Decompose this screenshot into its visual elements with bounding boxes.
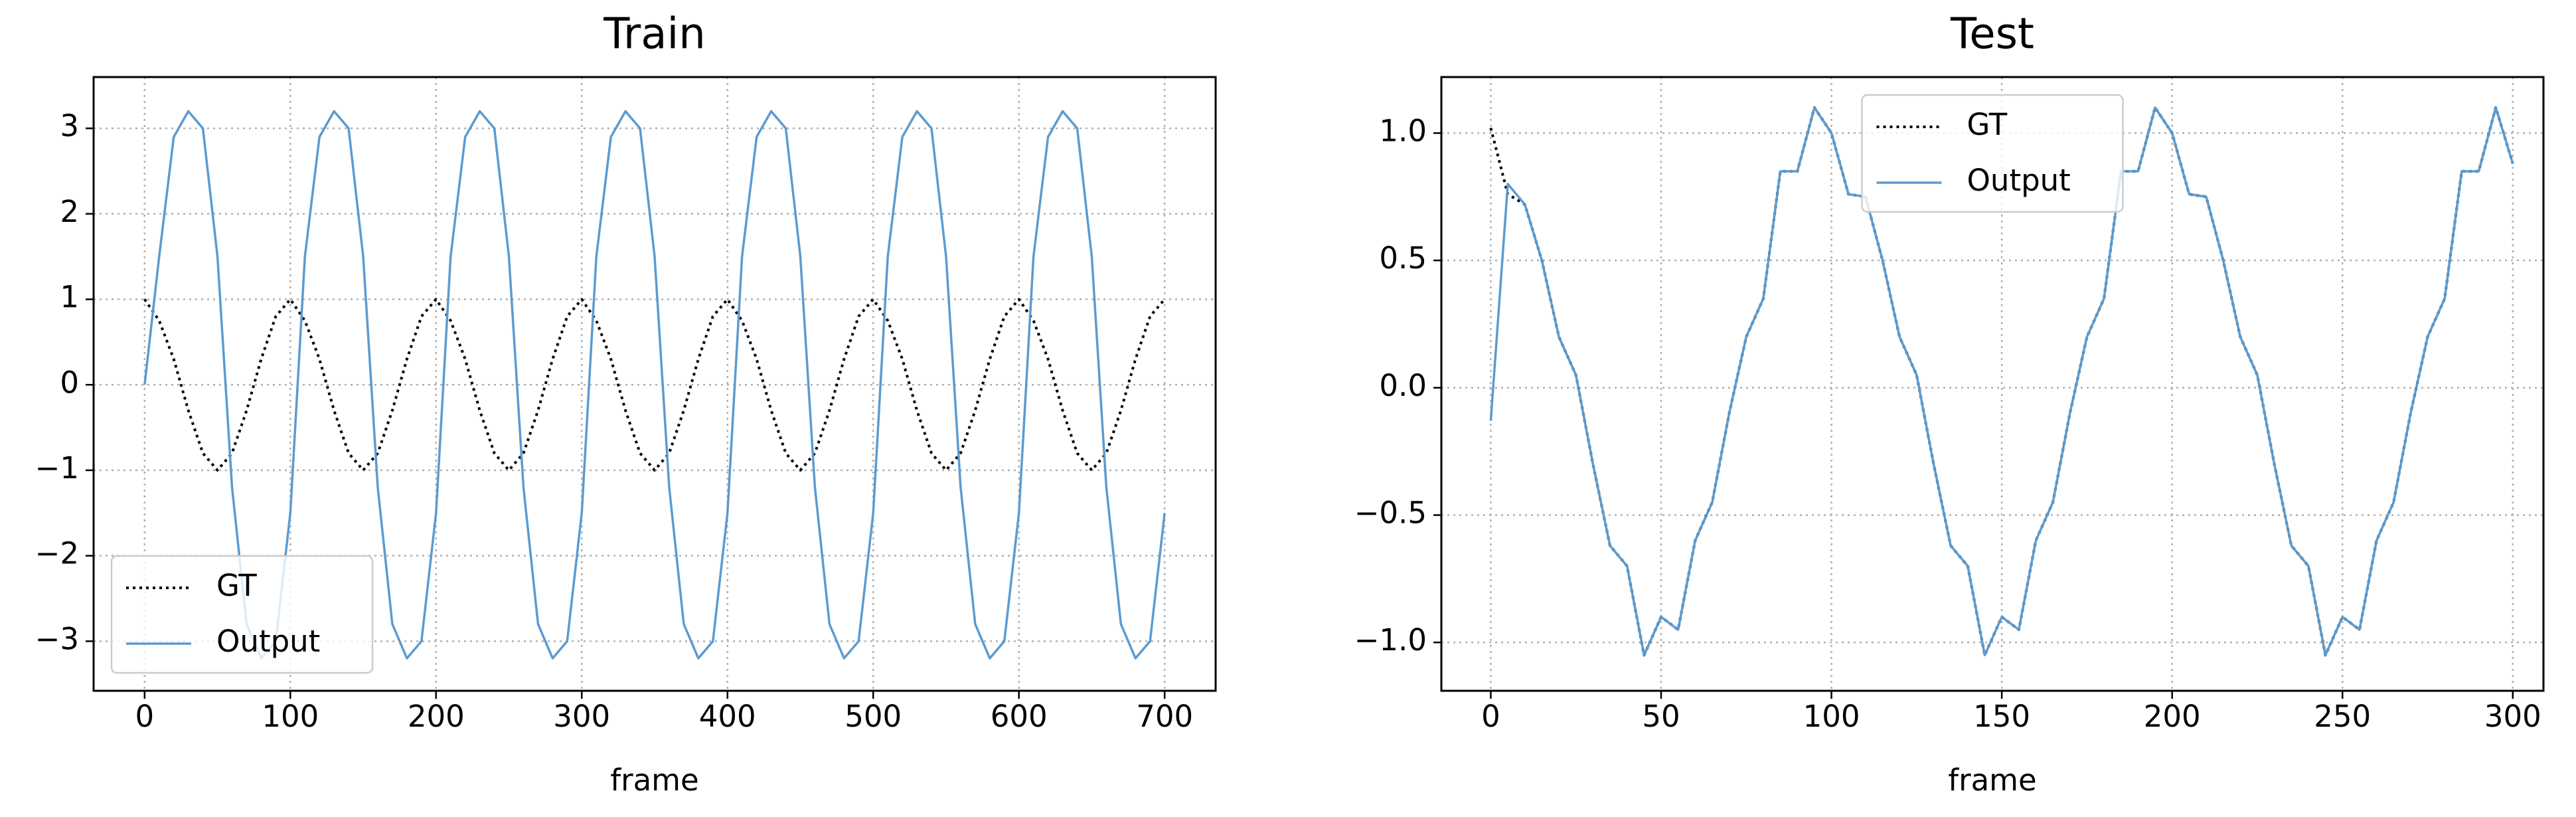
- plot-frame: [92, 76, 1217, 692]
- y-tick-label: −2: [35, 536, 79, 571]
- x-tick-label: 300: [2484, 699, 2541, 734]
- chart-title: Test: [1950, 10, 2034, 59]
- x-tick-label: 100: [1803, 699, 1860, 734]
- x-tick-label: 700: [1136, 699, 1193, 734]
- x-tick-label: 600: [991, 699, 1048, 734]
- y-tick-label: 0.5: [1379, 240, 1427, 276]
- x-tick-label: 200: [2144, 699, 2201, 734]
- x-tick-label: 150: [1973, 699, 2030, 734]
- y-tick-label: 3: [60, 108, 79, 143]
- y-tick-label: −1.0: [1354, 622, 1427, 658]
- x-tick-label: 300: [553, 699, 610, 734]
- y-tick-label: 1: [60, 280, 79, 315]
- y-tick-label: 0: [60, 365, 79, 400]
- y-tick-label: −3: [35, 621, 79, 656]
- y-tick-label: 2: [60, 194, 79, 229]
- plot-frame: [1440, 76, 2545, 692]
- y-tick-label: 0.0: [1379, 368, 1427, 403]
- x-axis-label: frame: [1948, 763, 2036, 798]
- y-tick-label: −0.5: [1354, 495, 1427, 530]
- line-series: [143, 110, 1166, 660]
- x-tick-label: 0: [135, 699, 154, 734]
- x-tick-label: 500: [845, 699, 902, 734]
- x-tick-label: 250: [2314, 699, 2371, 734]
- y-tick-label: −1: [35, 450, 79, 486]
- x-tick-label: 50: [1642, 699, 1680, 734]
- x-axis-label: frame: [610, 763, 698, 798]
- chart-title: Train: [603, 10, 706, 59]
- x-tick-label: 400: [699, 699, 756, 734]
- legend: GT Output: [1861, 94, 2124, 213]
- legend-label: Output: [1967, 163, 2071, 198]
- legend-label: Output: [216, 624, 320, 659]
- x-tick-label: 200: [408, 699, 465, 734]
- line-series: [143, 298, 1166, 472]
- y-tick-label: 1.0: [1379, 113, 1427, 148]
- legend: GT Output: [110, 555, 374, 674]
- x-tick-label: 100: [262, 699, 319, 734]
- legend-label: GT: [216, 568, 257, 603]
- x-tick-label: 0: [1481, 699, 1500, 734]
- line-series: [1489, 106, 2514, 657]
- legend-label: GT: [1967, 107, 2008, 142]
